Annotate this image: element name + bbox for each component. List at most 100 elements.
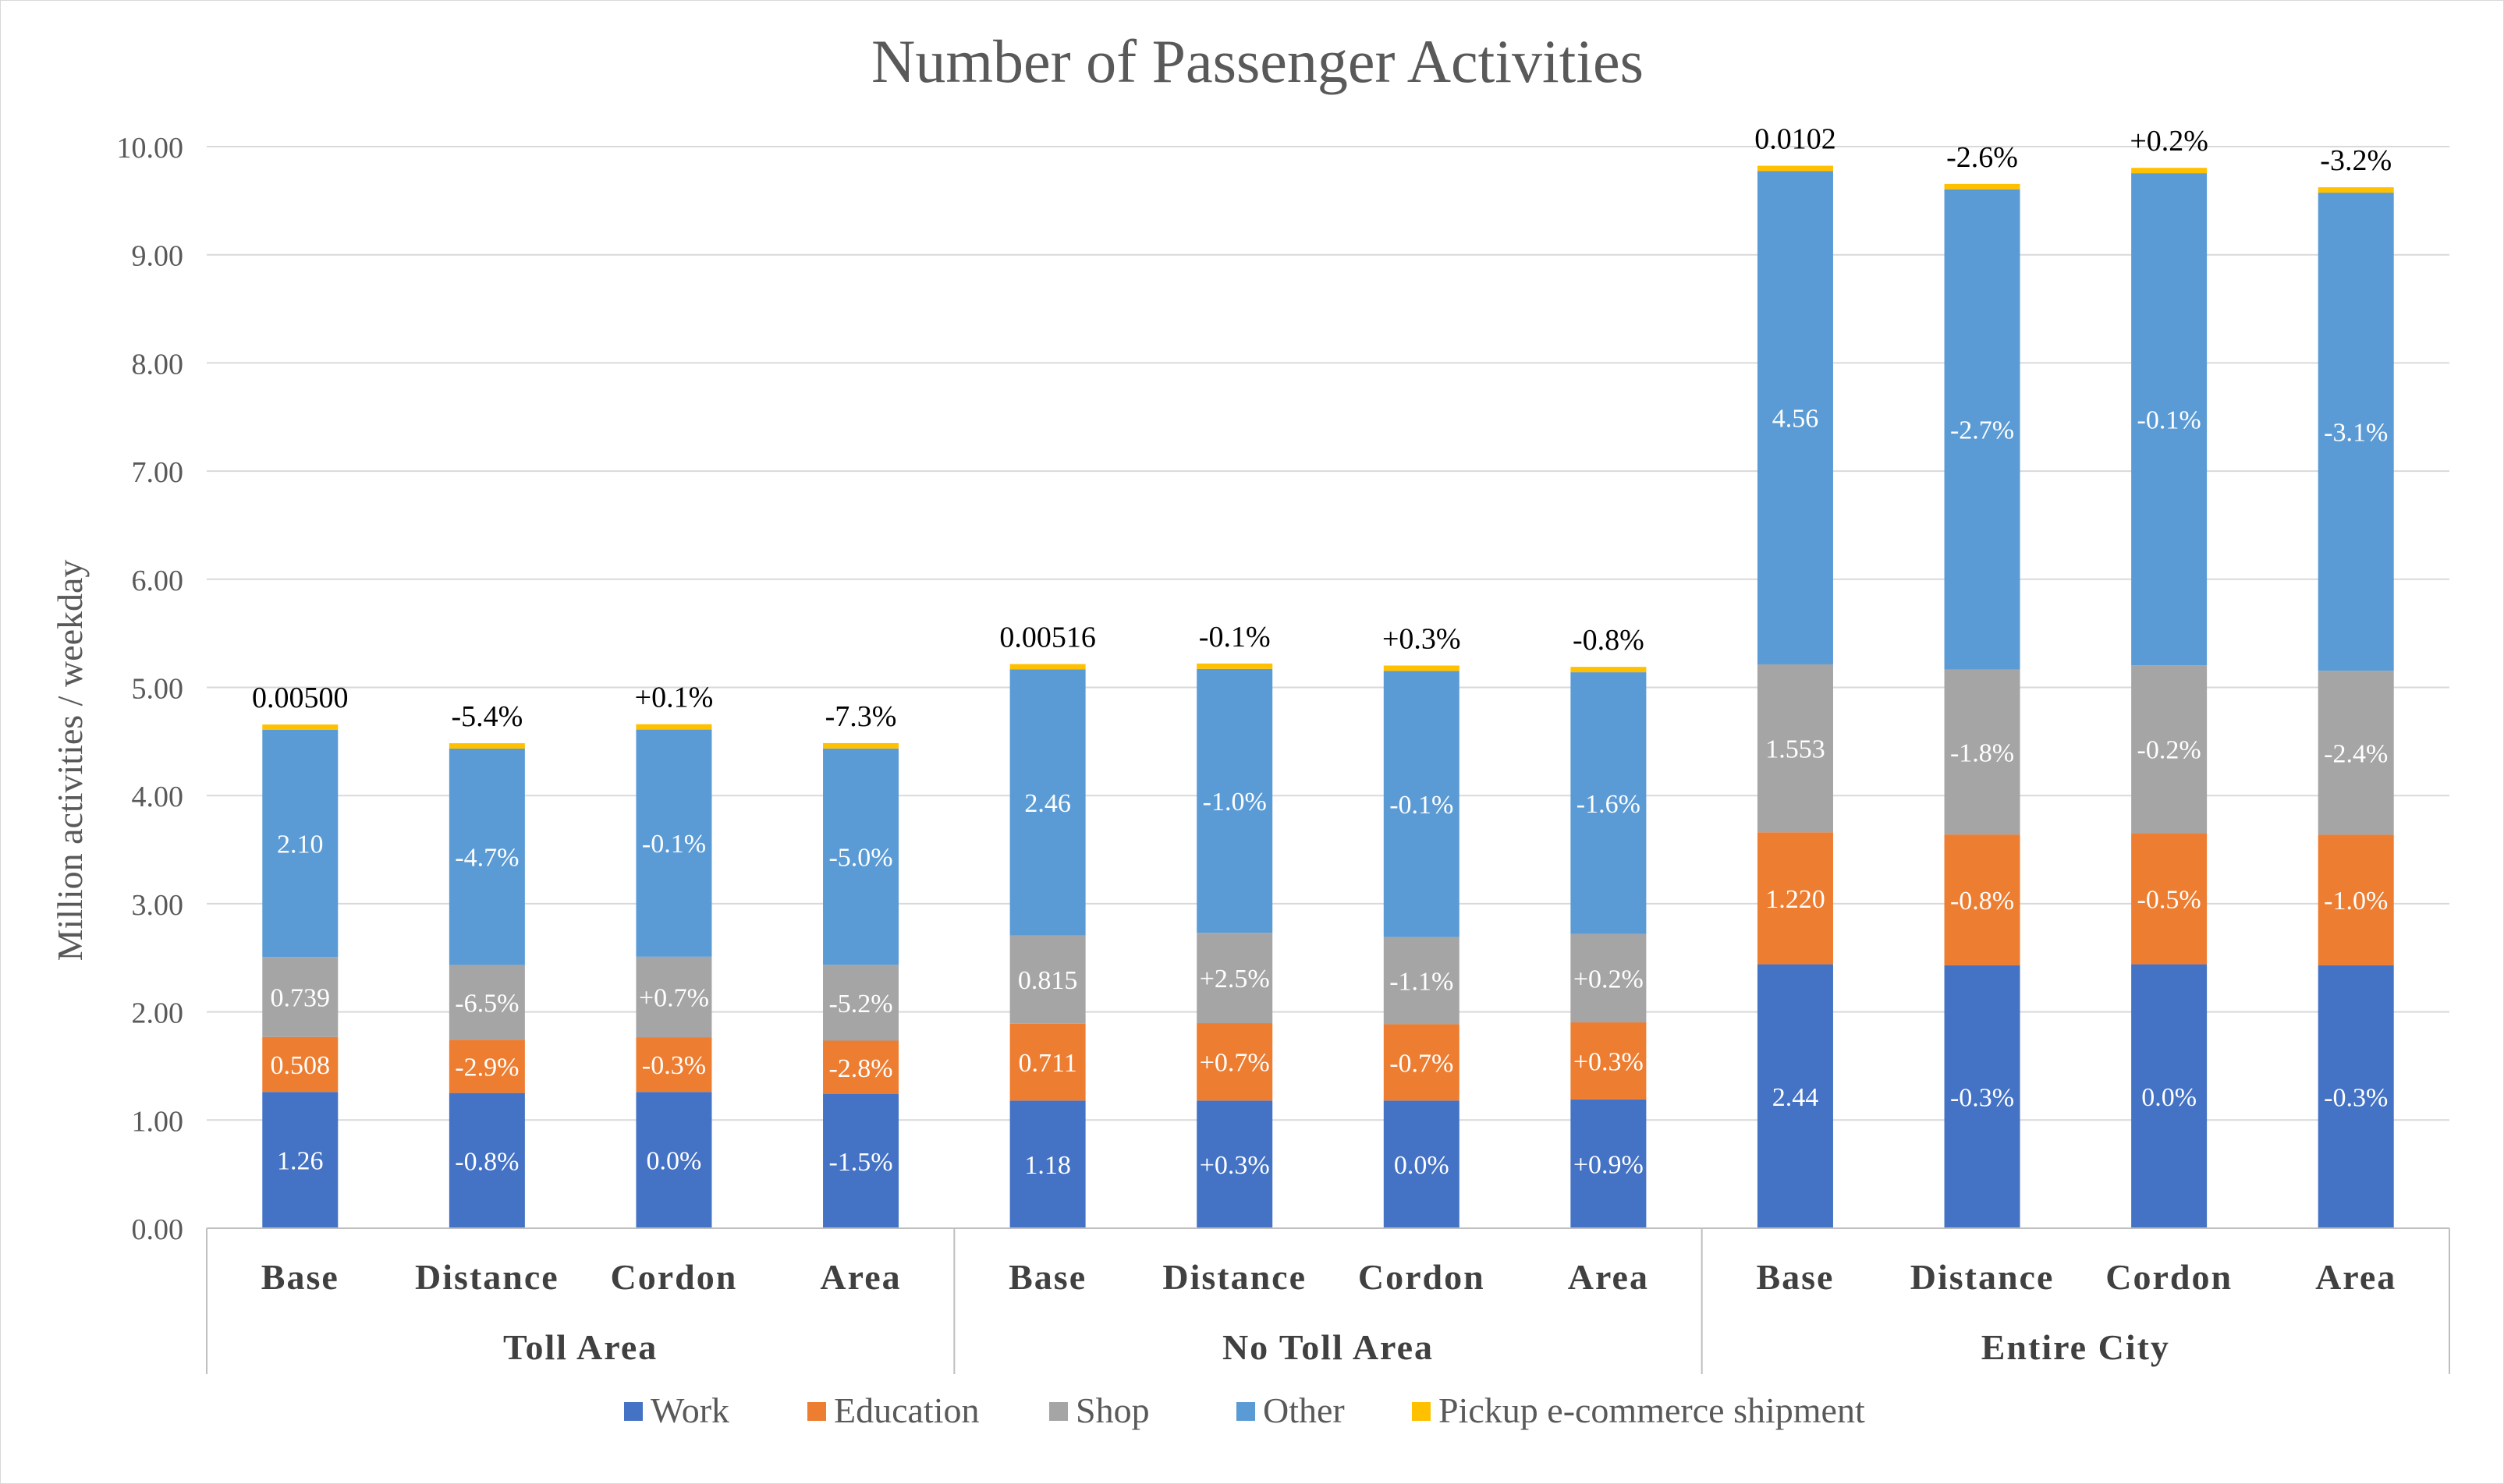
segment-label: -0.3% [642, 1051, 706, 1080]
segment-label: 0.0% [647, 1147, 702, 1176]
bar-segment-shop [823, 965, 899, 1041]
bar-segment-pickup [2131, 168, 2208, 174]
y-tick-label: 9.00 [132, 240, 184, 273]
segment-label: -2.8% [828, 1054, 892, 1083]
gridlines [207, 146, 2449, 1229]
y-tick-label: 8.00 [132, 348, 184, 381]
bar-segment-work [823, 1094, 899, 1228]
segment-label: -2.7% [1950, 416, 2014, 445]
legend-label: Education [834, 1390, 980, 1430]
bar-segment-shop [1757, 664, 1833, 833]
bar-segment-pickup [2318, 187, 2394, 193]
segment-label: 1.26 [277, 1147, 324, 1176]
bar-segment-pickup [449, 743, 525, 749]
segment-label: 2.10 [277, 831, 324, 859]
segment-label: -0.1% [1389, 791, 1453, 820]
bar-segment-other [2318, 193, 2394, 671]
bar-segment-work [1009, 1100, 1086, 1228]
segment-label: +0.7% [1200, 1049, 1270, 1078]
y-tick-label: 0.00 [132, 1213, 184, 1246]
segment-label: -0.5% [2137, 885, 2201, 914]
bars [262, 165, 2394, 1228]
segment-label: -1.6% [1577, 790, 1640, 819]
bar-segment-work [2131, 964, 2208, 1228]
bar-segment-education [1383, 1024, 1459, 1101]
bar-segment-shop [1383, 937, 1459, 1025]
top-label: -2.6% [1946, 141, 2018, 174]
y-tick-label: 6.00 [132, 565, 184, 597]
legend-swatch [624, 1402, 643, 1421]
legend-swatch [1412, 1402, 1431, 1421]
top-label: -3.2% [2320, 144, 2392, 177]
legend: Work Education Shop Other Pickup e-commerce … [624, 1390, 1865, 1430]
bar-segment-other [1009, 669, 1086, 936]
segment-label: -0.8% [1950, 887, 2014, 916]
group-label: No Toll Area [1222, 1327, 1434, 1367]
segment-label: 0.0% [2141, 1083, 2197, 1112]
category-label: Base [1009, 1257, 1087, 1297]
group-label: Entire City [1981, 1327, 2170, 1367]
category-label: Area [820, 1257, 901, 1297]
category-label: Area [1568, 1257, 1649, 1297]
bar-segment-other [636, 729, 712, 957]
top-label: +0.3% [1382, 622, 1461, 655]
bar-segment-other [1197, 668, 1273, 933]
category-label: Distance [415, 1257, 559, 1297]
bar-segment-shop [1009, 935, 1086, 1024]
bar-segment-pickup [1757, 165, 1833, 172]
bar-segment-work [1757, 964, 1833, 1228]
legend-swatch [1236, 1402, 1255, 1421]
segment-label: -1.1% [1389, 968, 1453, 997]
segment-label: +0.9% [1573, 1150, 1644, 1179]
segment-label: -1.8% [1950, 738, 2014, 767]
y-tick-label: 10.00 [117, 132, 184, 165]
bar-segment-other [262, 730, 339, 958]
bar-segment-work [2318, 965, 2394, 1228]
y-axis-ticks: 0.00 1.00 2.00 3.00 4.00 5.00 6.00 7.00 8.00 9.00… [117, 132, 184, 1246]
category-label: Area [2315, 1257, 2396, 1297]
bar-segment-shop [636, 956, 712, 1038]
bar-segment-pickup [262, 724, 339, 731]
top-label: 0.00516 [999, 622, 1096, 654]
bar-segment-other [823, 748, 899, 965]
bar-segment-other [1757, 171, 1833, 664]
y-tick-label: 5.00 [132, 673, 184, 706]
segment-label: 1.553 [1765, 735, 1825, 764]
segment-label: -1.0% [2324, 887, 2388, 916]
bar-segment-pickup [1009, 664, 1086, 670]
bar-segment-education [1944, 834, 2020, 965]
bar-segment-work [1197, 1100, 1273, 1228]
segment-label: -6.5% [455, 989, 519, 1018]
segment-label: -0.3% [1950, 1083, 2014, 1112]
bar-segment-education [1009, 1023, 1086, 1101]
bar-segment-work [1383, 1100, 1459, 1228]
legend-label: Pickup e-commerce shipment [1438, 1390, 1865, 1430]
bar-segment-other [449, 749, 525, 965]
top-label: -7.3% [825, 700, 897, 733]
segment-label: +0.2% [1573, 965, 1644, 993]
segment-label: 0.0% [1394, 1151, 1449, 1180]
y-tick-label: 7.00 [132, 456, 184, 489]
group-label: Toll Area [503, 1327, 658, 1367]
top-label: -0.8% [1573, 624, 1644, 657]
bar-segment-education [449, 1040, 525, 1093]
segment-label: -0.1% [642, 830, 706, 859]
top-label: -5.4% [451, 700, 523, 733]
segment-label: -2.4% [2324, 739, 2388, 768]
segment-label: 0.815 [1018, 966, 1078, 995]
bar-segment-shop [2318, 671, 2394, 835]
segment-label: -5.2% [828, 990, 892, 1018]
y-axis-title: Million activities / weekday [50, 560, 90, 962]
bar-segment-work [262, 1092, 339, 1228]
bar-segment-work [449, 1093, 525, 1228]
segment-label: -0.1% [2137, 406, 2201, 435]
segment-label: +0.3% [1200, 1151, 1270, 1180]
segment-label: -2.9% [455, 1053, 519, 1082]
segment-label: -1.5% [828, 1148, 892, 1177]
legend-swatch [1049, 1402, 1068, 1421]
segment-label: 4.56 [1772, 405, 1819, 434]
legend-label: Other [1263, 1390, 1345, 1430]
segment-label: 2.44 [1772, 1083, 1819, 1112]
segment-label: -3.1% [2324, 419, 2388, 448]
